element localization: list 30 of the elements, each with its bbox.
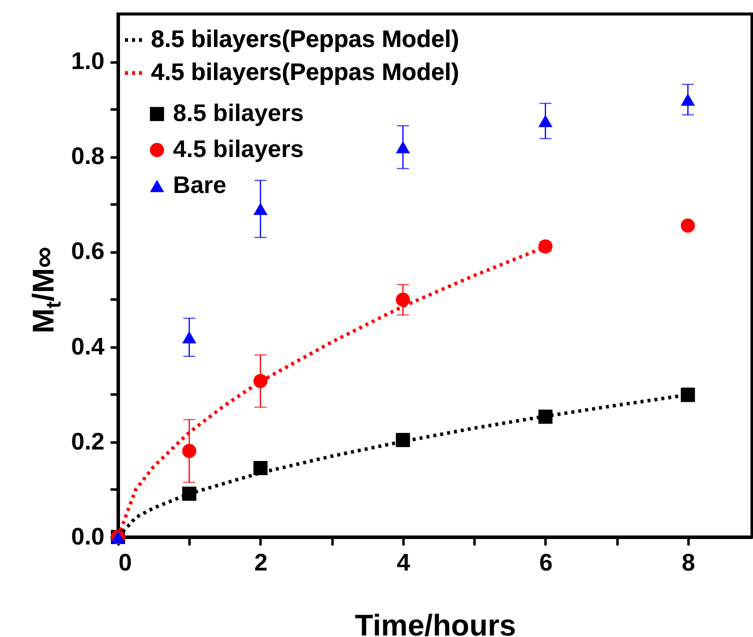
- legend-label: 8.5 bilayers(Peppas Model): [151, 26, 460, 53]
- x-tick-label: 6: [539, 550, 553, 576]
- y-tick-label: 0.2: [71, 428, 104, 456]
- y-tick-label: 0.0: [71, 524, 104, 550]
- point: [396, 141, 410, 154]
- point: [396, 292, 410, 307]
- x-tick-label: 4: [396, 550, 411, 576]
- x-tick-label: 2: [254, 550, 268, 576]
- point: [253, 460, 268, 476]
- legend-label: Bare: [173, 172, 226, 199]
- point: [182, 444, 196, 458]
- point: [182, 486, 196, 501]
- y-tick-label: 0.6: [71, 238, 104, 266]
- legend-label: 4.5 bilayers: [173, 136, 304, 163]
- point: [538, 114, 552, 128]
- point: [538, 410, 552, 424]
- point: [253, 374, 268, 388]
- point: [680, 218, 695, 233]
- x-tick-label: 0: [118, 550, 132, 576]
- legend-label: 4.5 bilayers(Peppas Model): [151, 59, 460, 86]
- legend-label: 8.5 bilayers: [173, 100, 304, 127]
- point: [253, 202, 268, 216]
- x-tick-label: 8: [682, 550, 696, 576]
- point: [182, 331, 196, 344]
- y-tick-label: 0.4: [71, 333, 106, 360]
- point: [396, 432, 410, 448]
- y-tick-label: 0.8: [71, 143, 104, 170]
- point: [680, 93, 695, 106]
- y-tick-label: 1.0: [71, 48, 104, 76]
- x-axis-title: Time/hours: [354, 610, 516, 637]
